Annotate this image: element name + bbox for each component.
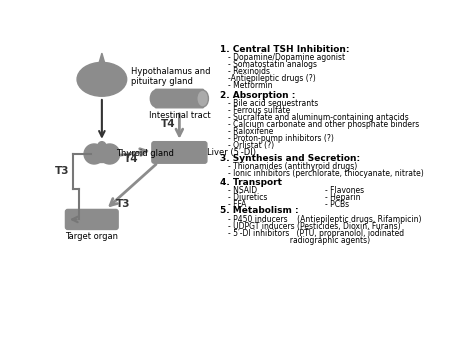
- Text: - UDPGT inducers (Pesticides, Dioxin, Furans): - UDPGT inducers (Pesticides, Dioxin, Fu…: [228, 222, 401, 231]
- Text: - Raloxifene: - Raloxifene: [228, 127, 273, 136]
- Circle shape: [84, 144, 104, 164]
- Polygon shape: [99, 53, 105, 64]
- Text: radiographic agents): radiographic agents): [228, 236, 370, 244]
- Text: T3: T3: [55, 166, 69, 176]
- FancyBboxPatch shape: [152, 142, 207, 163]
- Text: 2. Absorption :: 2. Absorption :: [220, 91, 296, 100]
- Text: - Diuretics: - Diuretics: [228, 193, 268, 202]
- Text: Target organ: Target organ: [65, 232, 118, 241]
- Text: - Calcium carbonate and other phosphate binders: - Calcium carbonate and other phosphate …: [228, 120, 419, 129]
- Text: 1. Central TSH Inhibition:: 1. Central TSH Inhibition:: [220, 45, 350, 54]
- Text: - 5′-DI inhibitors   (PTU, propranolol, iodinated: - 5′-DI inhibitors (PTU, propranolol, io…: [228, 229, 404, 238]
- Text: - PCBs: - PCBs: [325, 200, 349, 209]
- Ellipse shape: [77, 62, 127, 96]
- Circle shape: [100, 144, 120, 164]
- Text: - NSAID: - NSAID: [228, 186, 257, 195]
- Text: - Rexinoids: - Rexinoids: [228, 67, 270, 76]
- Ellipse shape: [197, 90, 209, 107]
- Text: - Flavones: - Flavones: [325, 186, 364, 195]
- Text: - Heparin: - Heparin: [325, 193, 361, 202]
- Text: -Antiepileptic drugs (?): -Antiepileptic drugs (?): [228, 74, 316, 83]
- Text: T3: T3: [116, 199, 130, 209]
- Text: Intestinal tract: Intestinal tract: [148, 111, 210, 120]
- Text: - Metformin: - Metformin: [228, 81, 273, 90]
- Text: - Ferrous sulfate: - Ferrous sulfate: [228, 106, 291, 115]
- Text: - Sucralfate and aluminum-containing antacids: - Sucralfate and aluminum-containing ant…: [228, 113, 409, 122]
- Text: 5. Metabolism :: 5. Metabolism :: [220, 206, 299, 215]
- Text: - FFA: - FFA: [228, 200, 246, 209]
- Text: - Ionic inhibitors (perchlorate, thiocyanate, nitrate): - Ionic inhibitors (perchlorate, thiocya…: [228, 169, 424, 178]
- Text: Liver (5′-DI): Liver (5′-DI): [207, 148, 256, 157]
- FancyBboxPatch shape: [93, 146, 110, 163]
- Circle shape: [98, 142, 106, 149]
- Text: 3. Synthesis and Secretion:: 3. Synthesis and Secretion:: [220, 154, 361, 163]
- Text: - Thionamides (antithyroid drugs): - Thionamides (antithyroid drugs): [228, 163, 357, 171]
- Text: T4: T4: [124, 154, 138, 164]
- FancyBboxPatch shape: [65, 209, 118, 230]
- Text: T4: T4: [160, 119, 175, 129]
- Ellipse shape: [150, 90, 162, 107]
- Text: - P450 inducers    (Antiepileptic drugs, Rifampicin): - P450 inducers (Antiepileptic drugs, Ri…: [228, 215, 422, 224]
- Text: - Bile acid sequestrants: - Bile acid sequestrants: [228, 99, 319, 108]
- Text: Hypothalamus and
pituitary gland: Hypothalamus and pituitary gland: [130, 67, 210, 86]
- Text: - Dopamine/Dopamine agonist: - Dopamine/Dopamine agonist: [228, 53, 346, 62]
- Text: - Orlistat (?): - Orlistat (?): [228, 141, 274, 150]
- Text: - Proton-pump inhibitors (?): - Proton-pump inhibitors (?): [228, 134, 334, 143]
- FancyBboxPatch shape: [155, 89, 203, 108]
- Text: Thyroid gland: Thyroid gland: [116, 150, 173, 158]
- Text: 4. Transport: 4. Transport: [220, 178, 283, 187]
- Text: - Somatostatin analogs: - Somatostatin analogs: [228, 60, 317, 69]
